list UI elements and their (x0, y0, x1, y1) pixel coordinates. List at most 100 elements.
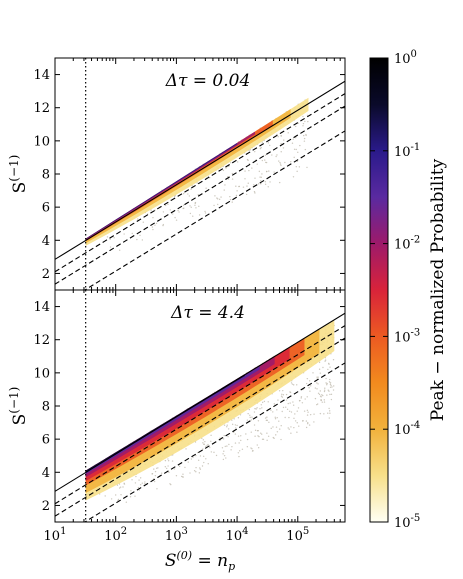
scatter-point (175, 219, 178, 221)
scatter-point (329, 378, 331, 381)
scatter-point (222, 438, 225, 440)
scatter-point (306, 414, 309, 416)
scatter-point (137, 218, 139, 220)
scatter-point (330, 398, 333, 401)
scatter-point (122, 486, 124, 488)
scatter-point (164, 466, 167, 468)
scatter-point (227, 435, 229, 438)
scatter-point (223, 424, 226, 426)
scatter-point (222, 169, 225, 172)
scatter-point (135, 475, 137, 478)
scatter-point (165, 467, 168, 470)
scatter-point (330, 384, 332, 387)
scatter-point (231, 201, 233, 203)
scatter-point (210, 434, 212, 437)
scatter-point (275, 426, 278, 428)
solid-reference-line (55, 312, 345, 492)
scatter-point (319, 412, 322, 415)
scatter-point (294, 420, 297, 422)
scatter-point (328, 407, 330, 410)
scatter-point (328, 417, 330, 419)
scatter-point (160, 472, 163, 474)
scatter-point (174, 216, 176, 219)
scatter-point (244, 178, 246, 180)
scatter-point (274, 417, 277, 420)
scatter-point (277, 399, 279, 401)
scatter-point (236, 424, 238, 427)
scatter-point (269, 144, 271, 147)
scatter-point (249, 149, 252, 151)
dashed-reference-line (55, 105, 345, 285)
scatter-point (259, 176, 261, 178)
scatter-point (313, 413, 315, 415)
scatter-point (141, 482, 144, 484)
scatter-point (294, 136, 297, 139)
scatter-point (302, 420, 304, 422)
scatter-point (296, 410, 298, 412)
scatter-point (285, 399, 288, 401)
scatter-point (325, 382, 327, 384)
scatter-point (304, 148, 307, 151)
scatter-point (213, 204, 215, 207)
x-tick-label: 105 (286, 526, 309, 544)
scatter-point (318, 393, 321, 396)
scatter-point (238, 185, 240, 188)
scatter-point (227, 428, 230, 430)
scatter-point (263, 400, 266, 403)
scatter-point (189, 212, 192, 215)
scatter-point (199, 468, 202, 470)
scatter-point (329, 383, 332, 386)
scatter-point (104, 495, 106, 497)
scatter-point (214, 195, 216, 197)
scatter-point (281, 393, 283, 395)
scatter-point (261, 159, 264, 162)
scatter-point (254, 192, 256, 194)
scatter-point (256, 407, 258, 409)
chart-area: 2 4 6 8 10 12 14 S(−1) Δτ = 0.04 2 4 6 8 10 12 14 S(−1) Δ… (7, 49, 448, 573)
colorbar-tick-label: 100 (394, 49, 417, 67)
scatter-point (152, 228, 154, 231)
y-tick-label: 8 (42, 168, 50, 183)
scatter-point (116, 484, 119, 486)
scatter-point (332, 358, 335, 361)
scatter-point (267, 142, 270, 144)
scatter-point (324, 359, 327, 361)
scatter-point (246, 185, 248, 187)
scatter-point (299, 399, 301, 402)
scatter-point (223, 434, 225, 437)
scatter-point (245, 193, 248, 196)
colorbar-tick-label: 10-5 (394, 513, 420, 531)
scatter-point (207, 443, 209, 446)
scatter-point (251, 448, 253, 450)
scatter-point (290, 426, 292, 428)
scatter-point (275, 434, 277, 436)
scatter-point (321, 401, 323, 403)
scatter-point (198, 205, 200, 208)
scatter-point (322, 394, 324, 397)
scatter-point (288, 428, 290, 430)
scatter-point (142, 221, 145, 223)
scatter-point (244, 170, 246, 172)
scatter-point (289, 402, 291, 404)
scatter-point (182, 473, 184, 475)
scatter-point (192, 456, 194, 459)
scatter-point (267, 435, 270, 437)
scatter-point (213, 451, 215, 454)
scatter-point (106, 236, 109, 238)
scatter-point (238, 455, 240, 458)
scatter-point (134, 482, 137, 484)
scatter-point (284, 161, 286, 164)
scatter-point (314, 387, 317, 389)
scatter-point (134, 495, 136, 497)
scatter-point (323, 389, 326, 391)
scatter-point (261, 433, 263, 435)
scatter-point (109, 238, 111, 240)
scatter-point (261, 141, 263, 143)
plot-area (55, 290, 345, 522)
scatter-point (168, 471, 170, 474)
scatter-point (261, 401, 264, 404)
y-tick-label: 2 (42, 499, 50, 514)
x-tick-label: 101 (44, 526, 67, 544)
scatter-point (231, 178, 234, 180)
scatter-point (237, 417, 240, 419)
